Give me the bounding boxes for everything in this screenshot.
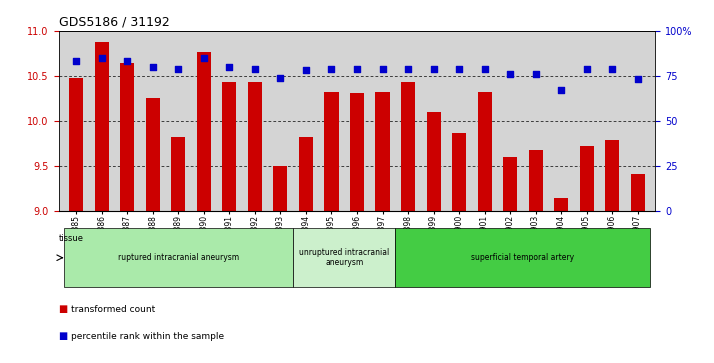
Bar [396,228,650,287]
Text: tissue: tissue [59,234,84,242]
Bar [503,157,517,211]
Bar [580,146,593,211]
Point [479,66,491,72]
Text: ■: ■ [59,304,68,314]
Bar [293,228,396,287]
Bar [350,93,364,211]
Point [249,66,261,72]
Point [301,68,312,73]
Point [223,64,235,70]
Point [275,75,286,81]
Point [96,55,108,61]
Bar [64,228,293,287]
Bar [223,82,236,211]
Point [428,66,439,72]
Text: percentile rank within the sample: percentile rank within the sample [71,332,223,341]
Text: GDS5186 / 31192: GDS5186 / 31192 [59,15,169,28]
Point [453,66,465,72]
Bar [273,166,288,211]
Bar [248,82,262,211]
Point [326,66,337,72]
Bar [452,133,466,211]
Text: ruptured intracranial aneurysm: ruptured intracranial aneurysm [118,253,239,262]
Bar [478,92,491,211]
Point [530,71,541,77]
Point [377,66,388,72]
Point [173,66,184,72]
Point [147,64,159,70]
Bar [121,63,134,211]
Bar [376,92,390,211]
Bar [197,52,211,211]
Point [121,58,133,64]
Point [402,66,413,72]
Point [606,66,618,72]
Text: ■: ■ [59,331,68,341]
Point [351,66,363,72]
Bar [171,137,186,211]
Bar [95,42,109,211]
Text: superficial temporal artery: superficial temporal artery [471,253,574,262]
Bar [605,139,619,211]
Point [504,71,516,77]
Bar [69,78,84,211]
Point [581,66,593,72]
Bar [528,150,543,211]
Text: transformed count: transformed count [71,305,155,314]
Text: unruptured intracranial
aneurysm: unruptured intracranial aneurysm [299,248,389,268]
Point [555,87,567,93]
Bar [401,82,415,211]
Point [71,58,82,64]
Point [632,77,643,82]
Bar [146,98,160,211]
Bar [299,137,313,211]
Bar [630,174,645,211]
Bar [554,198,568,211]
Point [198,55,210,61]
Bar [324,92,338,211]
Bar [426,112,441,211]
